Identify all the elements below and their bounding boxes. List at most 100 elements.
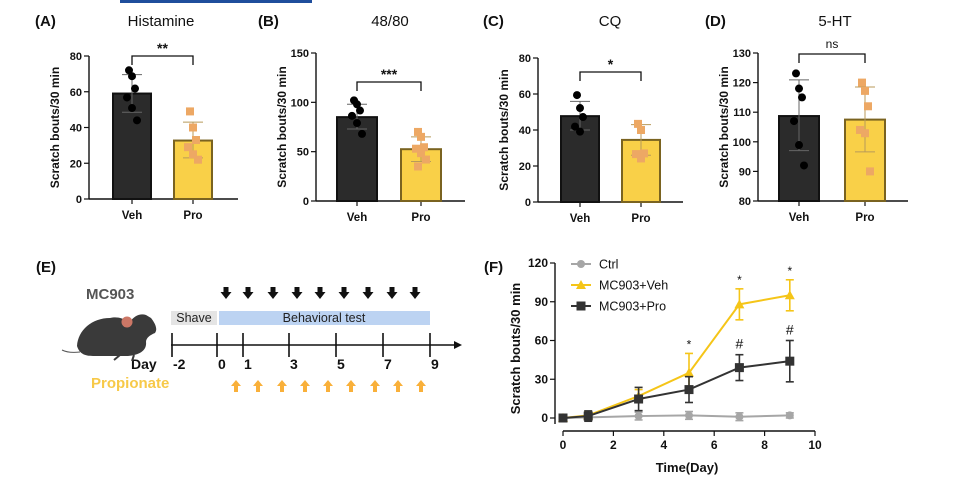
data-point-veh (579, 113, 587, 122)
propionate-dose-arrow-icon (253, 380, 263, 392)
x-tick-label: Pro (183, 210, 202, 222)
significance-label: ** (157, 40, 168, 56)
legend-label: MC903+Pro (599, 300, 666, 314)
mc903-dose-arrow-icon (242, 287, 254, 299)
mc903-dose-arrow-icon (267, 287, 279, 299)
data-point-pro (864, 102, 872, 111)
y-tick-label: 60 (519, 89, 531, 101)
y-tick-label: 0 (303, 196, 309, 208)
marker-square (583, 411, 593, 421)
data-point-pro (861, 86, 869, 95)
marker-circle (785, 411, 794, 420)
x-tick-label: Pro (631, 213, 650, 225)
bar-pro (400, 148, 442, 202)
x-tick-label: 0 (560, 438, 567, 452)
data-point-veh (125, 66, 133, 75)
marker-triangle (784, 290, 795, 300)
series-mc903-pro (558, 339, 795, 423)
marker-square (634, 394, 644, 404)
data-point-veh (792, 69, 800, 78)
mc903-dose-arrow-icon (362, 287, 374, 299)
chart-title: CQ (599, 13, 622, 30)
series-line (562, 294, 790, 419)
significance-star: * (687, 337, 692, 351)
data-point-pro (417, 149, 425, 158)
legend-label: MC903+Veh (599, 279, 668, 293)
data-point-veh (790, 117, 798, 126)
significance-bracket (798, 53, 866, 63)
chart-title: 5-HT (818, 13, 851, 30)
significance-label: *** (381, 66, 398, 82)
marker-circle (634, 412, 643, 421)
data-point-veh (128, 104, 136, 113)
propionate-dose-arrow-icon (370, 380, 380, 392)
timeline-day-label: 1 (244, 356, 252, 372)
data-point-pro (189, 123, 197, 132)
marker-circle (577, 260, 585, 268)
data-point-veh (123, 93, 131, 102)
marker-circle (735, 412, 744, 421)
propionate-dose-arrow-icon (300, 380, 310, 392)
propionate-dose-arrow-icon (231, 380, 241, 392)
data-point-pro (640, 149, 648, 158)
data-point-veh (358, 129, 366, 138)
timeline-day-label: 7 (384, 356, 392, 372)
series-line (562, 360, 790, 419)
data-point-pro (866, 167, 874, 176)
timeline-panel: (E) MC903 Propionate Day Shave Behaviora… (36, 259, 462, 392)
mouse-icon (61, 314, 157, 362)
shave-label: Shave (176, 311, 211, 325)
y-tick-label: 0 (525, 197, 531, 209)
data-point-pro (414, 162, 422, 171)
data-point-veh (348, 111, 356, 120)
mc903-dose-arrow-icon (220, 287, 232, 299)
x-tick-label: Veh (122, 210, 142, 222)
propionate-dose-arrow-icon (346, 380, 356, 392)
data-point-veh (353, 100, 361, 109)
y-tick-label: 100 (291, 97, 309, 109)
y-tick-label: 120 (528, 256, 548, 270)
data-point-veh (576, 104, 584, 113)
bar-pro (844, 118, 886, 202)
timeline-day-label: 3 (290, 356, 298, 372)
y-axis-label: Scratch bouts/30 min (275, 66, 289, 187)
marker-triangle (684, 367, 694, 377)
data-point-veh (133, 116, 141, 125)
panel-label: (C) (483, 13, 504, 30)
data-point-pro (184, 143, 192, 152)
y-tick-label: 40 (70, 123, 82, 135)
mc903-dose-arrow-icon (338, 287, 350, 299)
data-point-pro (632, 150, 640, 159)
mc903-dose-arrow-icon (291, 287, 303, 299)
data-point-veh (795, 84, 803, 93)
propionate-dose-arrow-icon (416, 380, 426, 392)
data-point-pro (637, 154, 645, 163)
panel-label: (A) (35, 13, 56, 30)
bar-panel-c: (C) CQ 0 20 40 60 80 Scratch bouts/30 min Veh Pro… (483, 13, 683, 225)
x-tick-label: Veh (347, 212, 367, 224)
y-tick-label: 0 (76, 194, 82, 206)
header-bar (120, 0, 312, 3)
legend-label: Ctrl (599, 258, 618, 272)
y-axis-label: Scratch bouts/30 min (48, 67, 62, 188)
y-axis-label: Scratch bouts/30 min (717, 66, 731, 187)
significance-label: * (608, 56, 614, 72)
panel-label-e: (E) (36, 259, 56, 276)
propionate-dose-arrow-icon (393, 380, 403, 392)
y-axis-label: Scratch bouts/30 min (508, 283, 523, 415)
y-tick-label: 130 (733, 48, 751, 60)
x-tick-label: Veh (789, 212, 809, 224)
x-tick-label: 10 (808, 438, 822, 452)
marker-circle (685, 411, 693, 420)
line-chart-panel: (F) 0 30 60 90 120 Scratch bouts/30 min 0 2 4 6 8 10… (484, 256, 822, 475)
day-label: Day (131, 356, 157, 372)
y-tick-label: 60 (535, 334, 549, 348)
x-tick-label: Pro (411, 212, 430, 224)
data-point-veh (573, 91, 581, 100)
mc903-label: MC903 (86, 286, 134, 303)
propionate-label: Propionate (91, 375, 169, 392)
y-tick-label: 60 (70, 87, 82, 99)
data-point-pro (412, 144, 420, 153)
y-tick-label: 80 (739, 196, 751, 208)
behavioral-test-box (219, 311, 430, 325)
